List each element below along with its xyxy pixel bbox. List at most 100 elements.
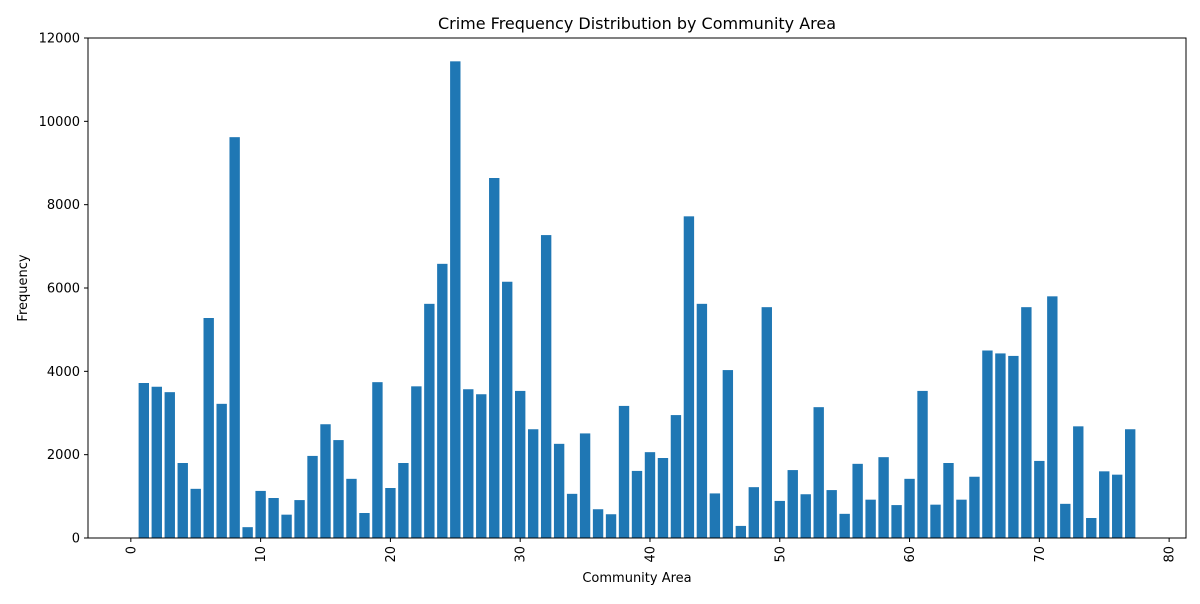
bar bbox=[852, 463, 863, 538]
y-axis-label: Frequency bbox=[16, 254, 31, 321]
bar bbox=[787, 470, 798, 538]
bar bbox=[735, 525, 747, 538]
bar bbox=[1060, 503, 1071, 538]
bar bbox=[826, 490, 837, 538]
x-tick-label: 60 bbox=[903, 546, 918, 563]
bar bbox=[774, 500, 785, 538]
chart-title: Crime Frequency Distribution by Communit… bbox=[438, 14, 836, 33]
bar bbox=[644, 452, 656, 538]
bar bbox=[190, 488, 201, 538]
bar bbox=[151, 386, 162, 538]
x-tick-label: 0 bbox=[124, 546, 139, 554]
bar bbox=[995, 353, 1006, 538]
bar bbox=[1112, 474, 1123, 538]
bar bbox=[904, 478, 915, 538]
bar bbox=[878, 457, 889, 538]
bar bbox=[398, 463, 409, 538]
bar bbox=[566, 493, 578, 538]
bar bbox=[1099, 471, 1110, 538]
bar bbox=[502, 281, 513, 538]
y-tick-label: 8000 bbox=[47, 198, 80, 213]
y-axis: 0 2000 4000 6000 8000 10000 12000 bbox=[39, 32, 88, 547]
bar bbox=[943, 463, 954, 538]
bar bbox=[242, 527, 253, 538]
y-tick-label: 2000 bbox=[47, 448, 80, 463]
bar bbox=[1021, 307, 1032, 538]
bar bbox=[463, 389, 474, 538]
bar bbox=[839, 513, 850, 538]
bar bbox=[969, 476, 980, 538]
bar bbox=[307, 455, 318, 538]
x-tick-label: 10 bbox=[254, 546, 269, 563]
bar bbox=[268, 498, 279, 538]
y-tick-label: 10000 bbox=[39, 115, 80, 130]
bar bbox=[164, 392, 175, 538]
x-tick-label: 30 bbox=[514, 546, 529, 563]
bar bbox=[527, 429, 539, 538]
y-tick-label: 0 bbox=[72, 532, 80, 547]
bar bbox=[489, 178, 500, 538]
x-axis: 0 10 20 30 40 50 60 70 80 bbox=[124, 538, 1178, 563]
bar bbox=[618, 405, 630, 538]
bar bbox=[579, 433, 591, 538]
bar bbox=[1125, 429, 1136, 538]
x-axis-label: Community Area bbox=[582, 571, 691, 586]
bar bbox=[1034, 460, 1045, 538]
bar bbox=[891, 505, 902, 538]
bar bbox=[657, 458, 669, 538]
bar bbox=[229, 137, 240, 538]
bar bbox=[437, 263, 448, 538]
plot-frame bbox=[87, 37, 1187, 539]
bar bbox=[722, 370, 734, 538]
bar bbox=[320, 424, 331, 538]
bar bbox=[540, 235, 552, 539]
bar bbox=[605, 514, 617, 538]
x-tick-label: 80 bbox=[1163, 546, 1178, 563]
bar bbox=[255, 490, 266, 538]
bar bbox=[592, 509, 604, 538]
bar bbox=[813, 407, 824, 538]
x-tick-label: 50 bbox=[773, 546, 788, 563]
bar bbox=[138, 383, 149, 538]
bar bbox=[476, 394, 487, 538]
y-tick-label: 6000 bbox=[47, 282, 80, 297]
bar bbox=[1008, 355, 1019, 538]
bar bbox=[372, 382, 383, 538]
bar bbox=[359, 513, 370, 538]
bar bbox=[670, 415, 682, 538]
bar bbox=[1073, 426, 1084, 538]
bar bbox=[411, 386, 422, 538]
bar bbox=[956, 499, 967, 538]
bar bbox=[216, 403, 227, 538]
bar bbox=[294, 500, 305, 538]
bar bbox=[696, 303, 708, 538]
bars-group bbox=[138, 61, 1136, 539]
bar bbox=[761, 307, 772, 538]
y-tick-label: 12000 bbox=[39, 32, 80, 47]
bar bbox=[930, 504, 941, 538]
bar bbox=[865, 499, 876, 538]
bar bbox=[800, 494, 811, 538]
x-tick-label: 70 bbox=[1033, 546, 1048, 563]
bar bbox=[346, 478, 357, 538]
bar bbox=[203, 318, 214, 538]
x-tick-label: 40 bbox=[643, 546, 658, 563]
bar bbox=[553, 443, 565, 538]
bar bbox=[450, 61, 461, 538]
bar bbox=[683, 216, 695, 539]
bar bbox=[1086, 518, 1097, 538]
bar bbox=[177, 463, 188, 538]
x-tick-label: 20 bbox=[384, 546, 399, 563]
bar bbox=[748, 487, 759, 538]
bar bbox=[515, 390, 526, 538]
bar bbox=[1047, 296, 1058, 538]
bar bbox=[333, 440, 344, 538]
bar bbox=[709, 493, 721, 538]
bar bbox=[631, 470, 643, 538]
bar bbox=[385, 488, 396, 538]
bar bbox=[281, 514, 292, 538]
bar bbox=[917, 390, 928, 538]
bar bbox=[424, 303, 435, 538]
